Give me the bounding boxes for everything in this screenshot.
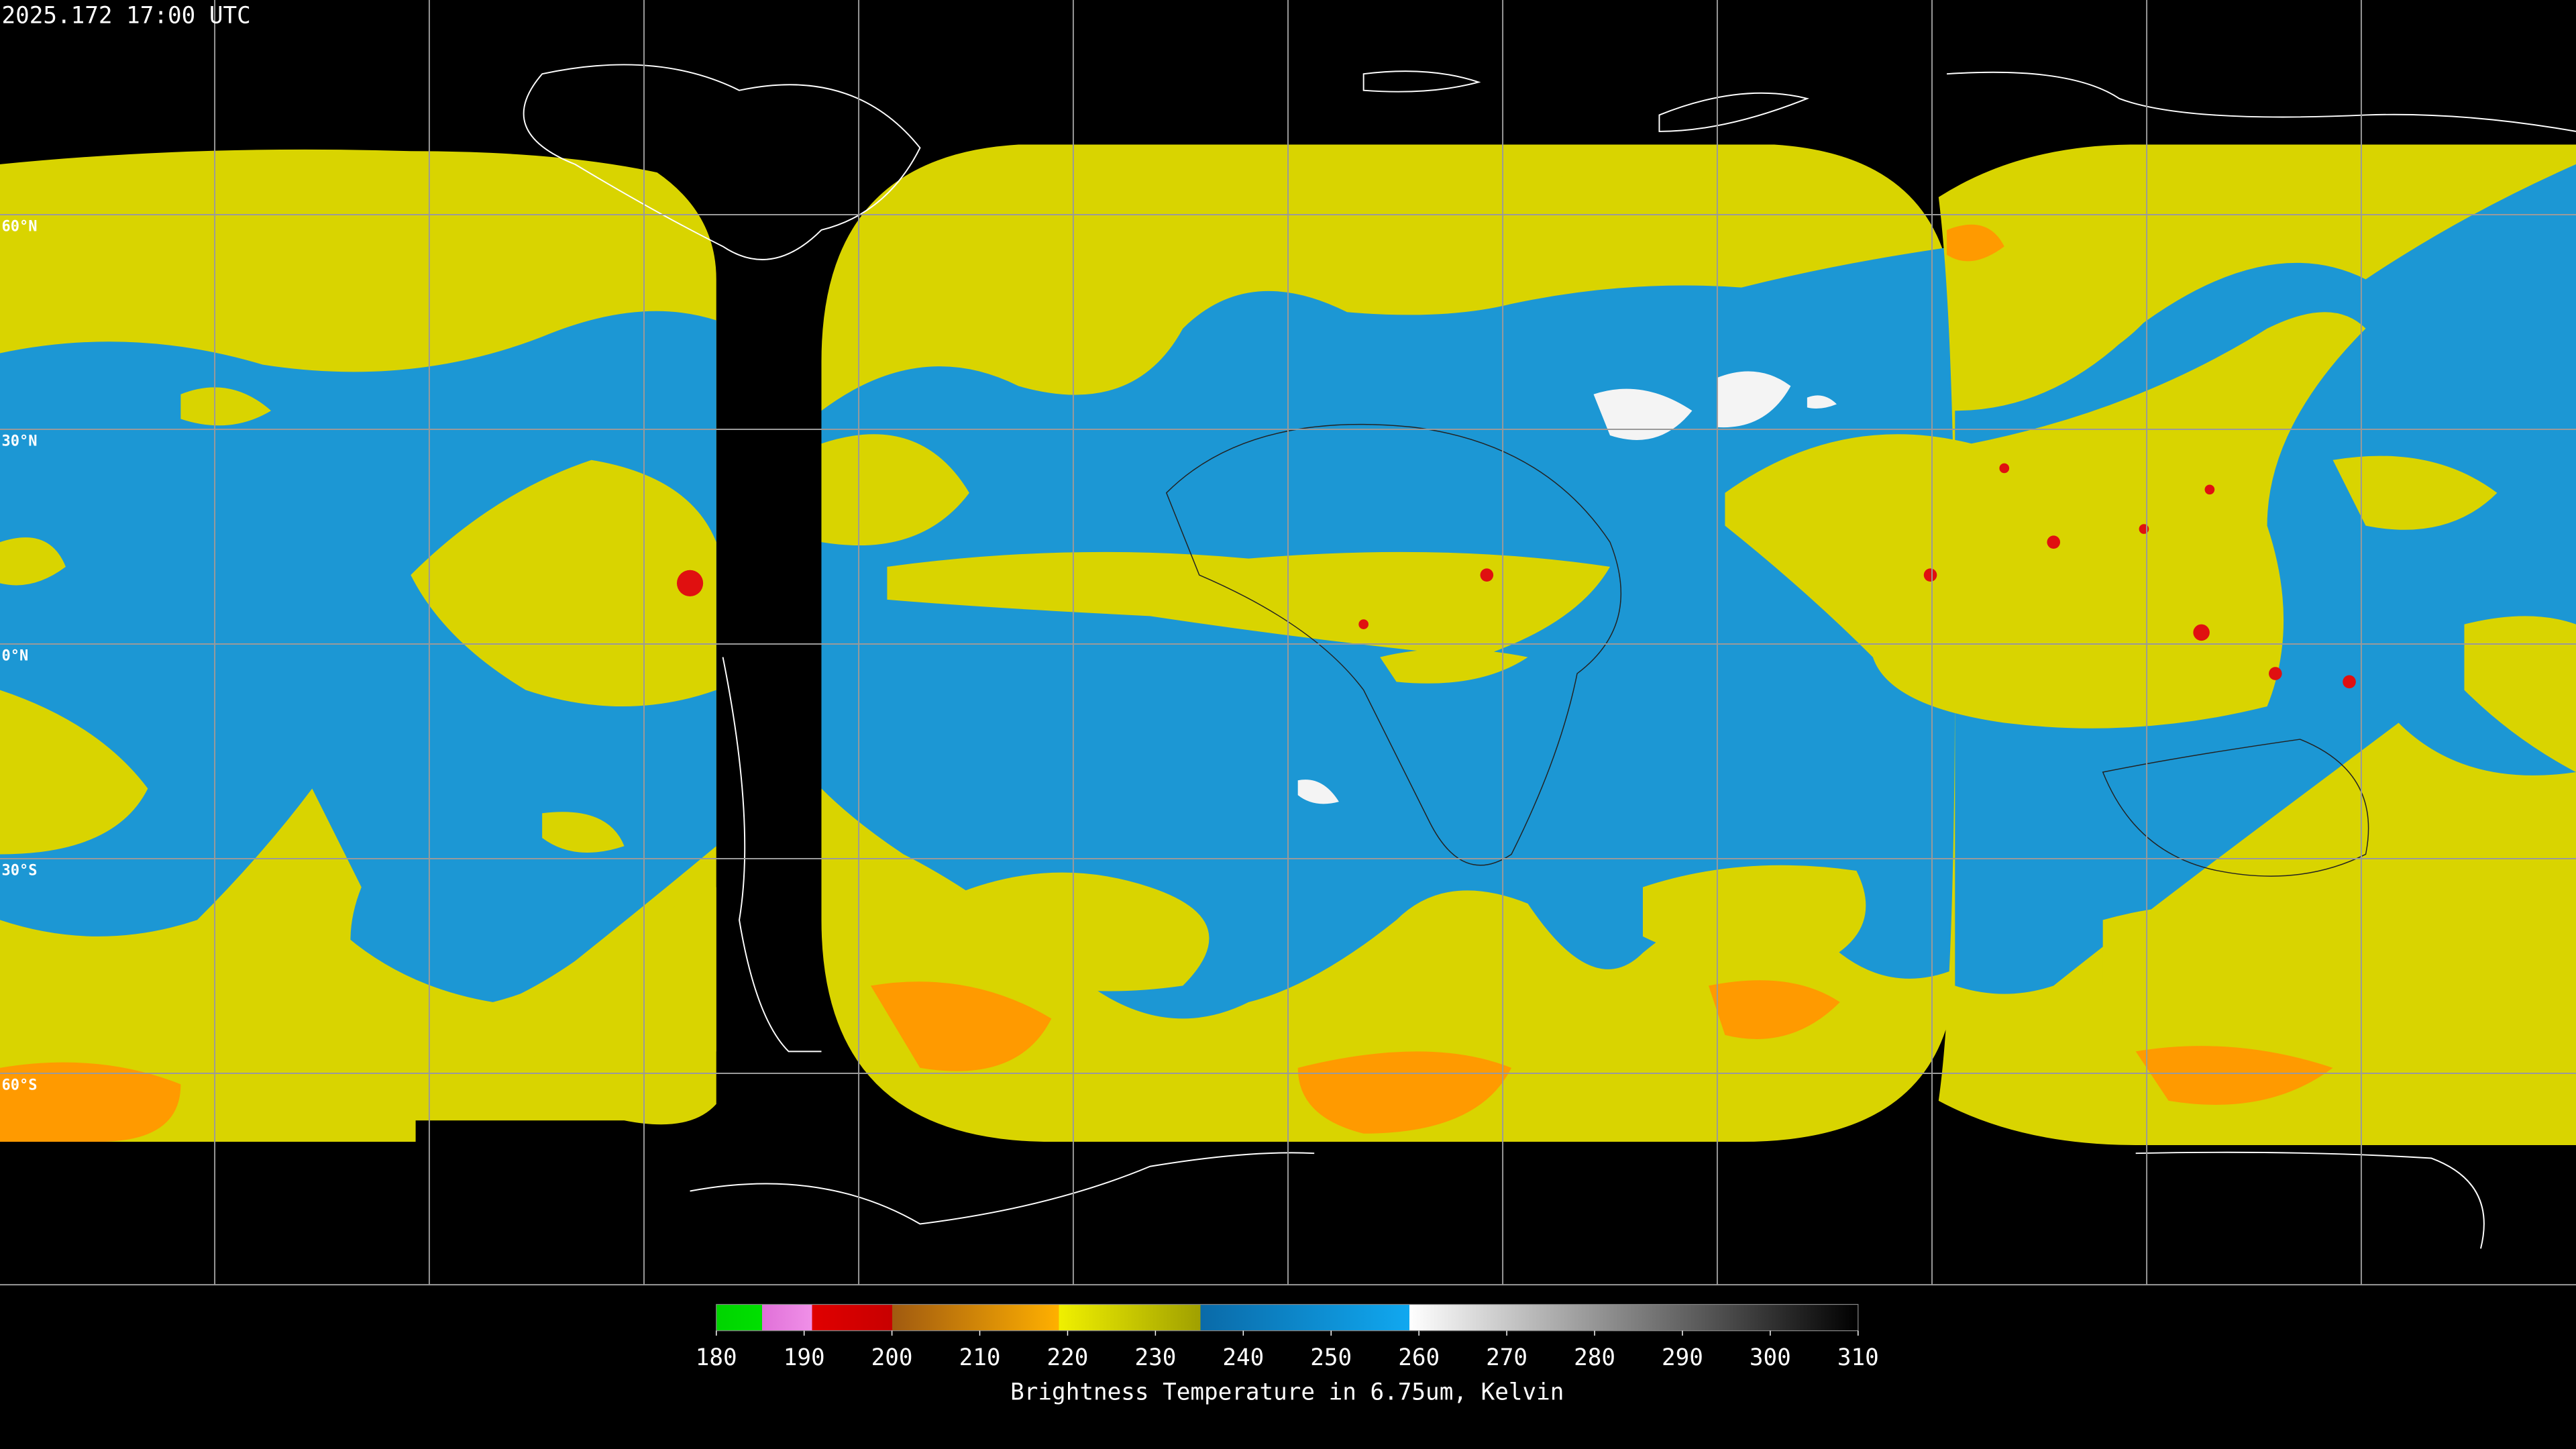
- colorbar-tick-label: 240: [1222, 1344, 1264, 1371]
- colorbar-tick-label: 210: [959, 1344, 1001, 1371]
- colorbar-tick-label: 270: [1486, 1344, 1527, 1371]
- latitude-label: 0°N: [1, 648, 28, 665]
- latitude-label: 60°S: [1, 1077, 37, 1094]
- colorbar-tick-label: 190: [784, 1344, 825, 1371]
- coastline: [2135, 1151, 2485, 1249]
- colorbar-tick-label: 220: [1047, 1344, 1089, 1371]
- moist-air: [1725, 194, 2576, 1019]
- colorbar-tick-label: 200: [871, 1344, 913, 1371]
- satellite-imagery: [0, 144, 2576, 1145]
- moist-air: [821, 175, 1866, 991]
- colorbar: [716, 1303, 1859, 1332]
- moist-air: [0, 233, 716, 1057]
- coastline: [722, 657, 822, 1053]
- latitude-label: 60°N: [1, 218, 37, 235]
- coastline: [523, 64, 921, 260]
- colorbar-tick-label: 180: [696, 1344, 737, 1371]
- colorbar-tick-label: 300: [1750, 1344, 1791, 1371]
- latitude-label: 30°N: [1, 433, 37, 450]
- colorbar-tick-label: 280: [1574, 1344, 1615, 1371]
- colorbar-tick-label: 260: [1398, 1344, 1440, 1371]
- colorbar-tick-label: 310: [1837, 1344, 1879, 1371]
- very-cold-clouds: [676, 463, 2356, 689]
- coastline: [1362, 70, 2576, 132]
- coastlines: [523, 64, 2576, 1249]
- timestamp: 2025.172 17:00 UTC: [1, 2, 250, 29]
- colorbar-title: Brightness Temperature in 6.75um, Kelvin: [1010, 1379, 1564, 1406]
- coastline: [690, 1152, 1315, 1225]
- latitude-label: 30°S: [1, 863, 37, 879]
- colorbar-tick-label: 290: [1662, 1344, 1703, 1371]
- colorbar-tick-label: 250: [1310, 1344, 1352, 1371]
- colorbar-tick-label: 230: [1134, 1344, 1176, 1371]
- continent-outline: [1165, 424, 2369, 877]
